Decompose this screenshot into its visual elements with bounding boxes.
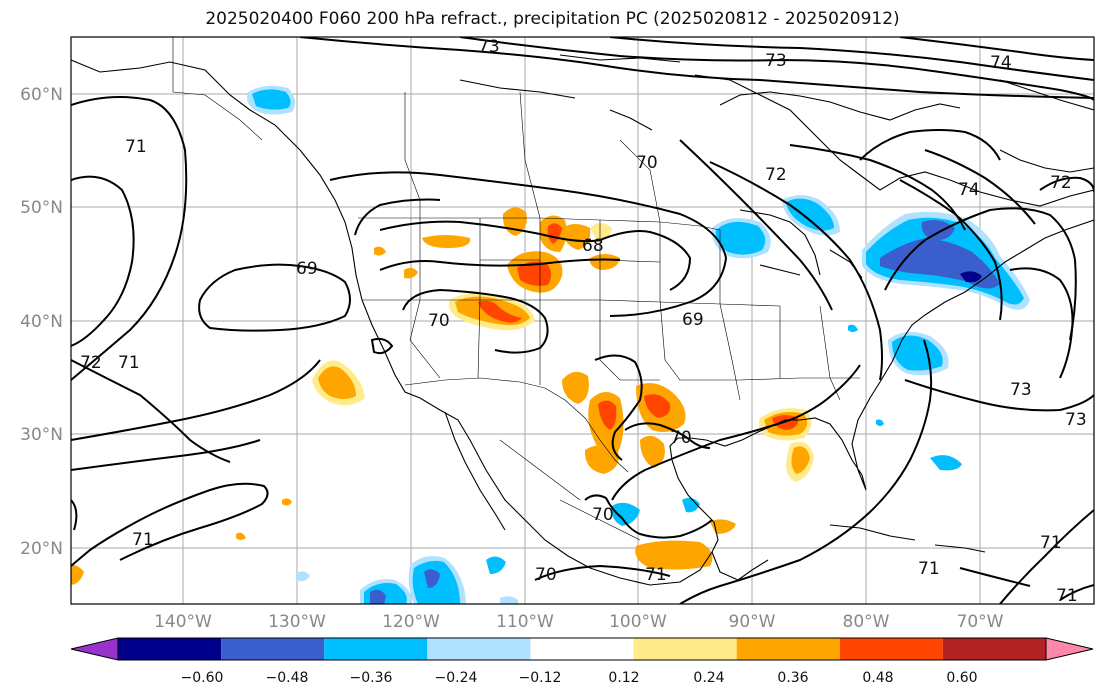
lon-tick-label: 140°W [154, 612, 212, 632]
contour-label: 70 [670, 428, 692, 448]
contour-label: 73 [478, 37, 500, 57]
colorbar-segment [221, 638, 325, 660]
colorbar-tick-label: −0.36 [350, 670, 393, 686]
lon-tick-label: 100°W [609, 612, 667, 632]
contour-label: 71 [918, 559, 940, 579]
colorbar-segment [118, 638, 222, 660]
lat-tick-labels: 60°N 50°N 40°N 30°N 20°N [20, 85, 63, 559]
contour-label: 71 [132, 530, 154, 550]
lon-tick-labels: 140°W 130°W 120°W 110°W 100°W 90°W 80°W … [154, 612, 1004, 632]
lon-tick-label: 70°W [957, 612, 1004, 632]
colorbar-segments [70, 637, 1094, 661]
contour-label: 70 [592, 505, 614, 525]
colorbar-segment [70, 637, 119, 661]
colorbar-segment [1045, 637, 1094, 661]
colorbar-tick-label: 0.24 [693, 670, 724, 686]
coastlines [71, 54, 1094, 586]
lon-tick-label: 90°W [729, 612, 776, 632]
contour-labels: 73 73 74 72 71 69 70 68 69 70 72 73 71 7… [80, 37, 1087, 606]
graticule [71, 37, 1094, 604]
colorbar-segment [427, 638, 531, 660]
lat-tick-label: 50°N [20, 198, 63, 218]
lat-tick-label: 60°N [20, 85, 63, 105]
political-boundaries [172, 37, 860, 541]
colorbar-tick-label: −0.60 [181, 670, 224, 686]
contour-label: 72 [765, 165, 787, 185]
colorbar-segment [839, 638, 943, 660]
contour-label: 73 [1065, 410, 1087, 430]
lat-tick-label: 20°N [20, 539, 63, 559]
colorbar-tick-label: 0.48 [862, 670, 893, 686]
colorbar-outline [117, 637, 1047, 661]
lat-tick-label: 40°N [20, 312, 63, 332]
lon-tick-label: 130°W [268, 612, 326, 632]
contour-label: 72 [1050, 173, 1072, 193]
contour-label: 70 [428, 311, 450, 331]
contour-label: 70 [636, 153, 658, 173]
contour-label: 71 [118, 353, 140, 373]
contour-label: 69 [682, 310, 704, 330]
contour-label: 71 [1056, 586, 1078, 606]
colorbar-segment [633, 638, 737, 660]
contour-label: 71 [645, 565, 667, 585]
contour-label: 73 [765, 51, 787, 71]
contour-label: 72 [80, 353, 102, 373]
contour-label: 70 [535, 565, 557, 585]
colorbar-segment [736, 638, 840, 660]
colorbar-tick-label: −0.24 [435, 670, 478, 686]
colorbar-segment [942, 638, 1046, 660]
contour-label: 71 [125, 137, 147, 157]
colorbar-tick-labels: −0.60 −0.48 −0.36 −0.24 −0.12 0.12 0.24 … [181, 670, 978, 686]
lon-tick-label: 80°W [843, 612, 890, 632]
colorbar-tick-label: −0.12 [519, 670, 562, 686]
colorbar: −0.60 −0.48 −0.36 −0.24 −0.12 0.12 0.24 … [70, 637, 1094, 686]
colorbar-tick-label: 0.60 [946, 670, 977, 686]
contour-label: 74 [958, 180, 980, 200]
contour-label: 68 [582, 236, 604, 256]
contour-label: 73 [1010, 380, 1032, 400]
colorbar-tick-label: 0.36 [777, 670, 808, 686]
contour-label: 74 [990, 53, 1012, 73]
refractivity-contours [71, 37, 1094, 604]
lon-tick-label: 120°W [382, 612, 440, 632]
precip-positive-anomalies [71, 207, 814, 585]
lat-tick-label: 30°N [20, 425, 63, 445]
lon-tick-label: 110°W [496, 612, 554, 632]
precip-negative-anomalies [246, 85, 1030, 604]
colorbar-tick-label: −0.48 [266, 670, 309, 686]
colorbar-tick-label: 0.12 [608, 670, 639, 686]
colorbar-segment [324, 638, 428, 660]
map-frame [70, 36, 1095, 605]
contour-label: 69 [296, 259, 318, 279]
colorbar-segment [530, 638, 634, 660]
contour-label: 71 [1040, 533, 1062, 553]
map-title: 2025020400 F060 200 hPa refract., precip… [205, 9, 900, 29]
